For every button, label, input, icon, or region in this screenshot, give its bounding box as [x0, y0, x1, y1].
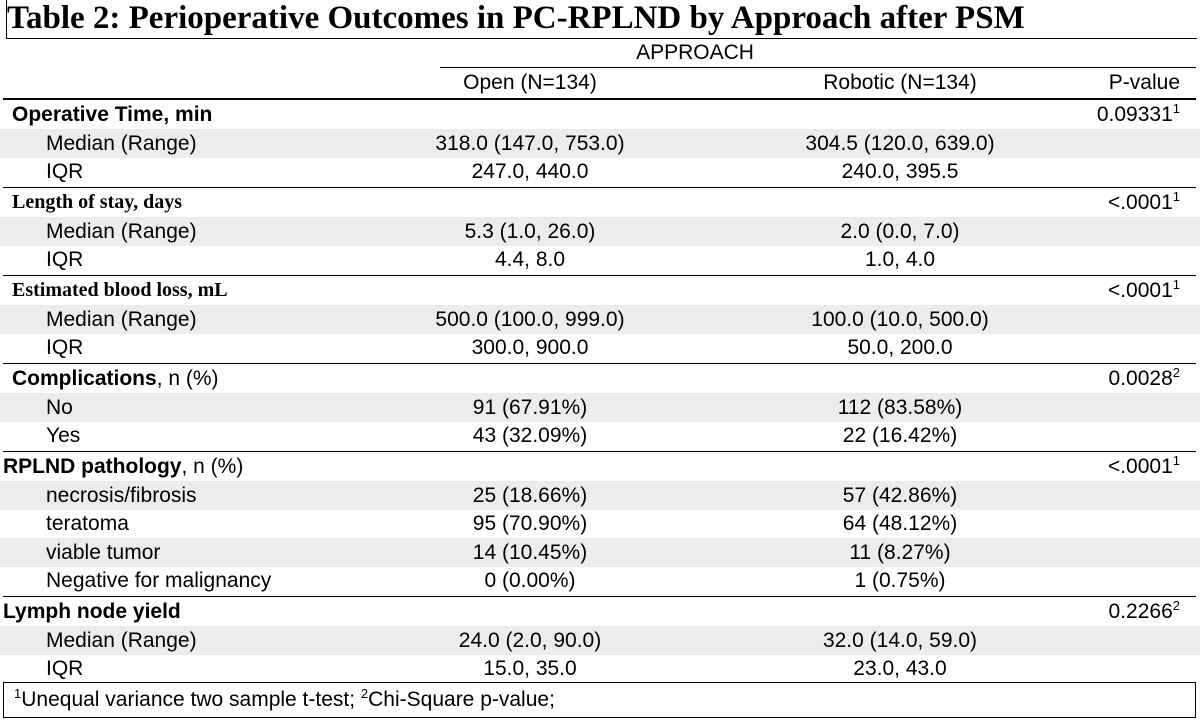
robotic-value: 112 (83.58%): [837, 396, 963, 419]
section-title: RPLND pathology, n (%): [3, 455, 244, 478]
row-label: necrosis/fibrosis: [46, 484, 197, 507]
approach-header: APPROACH: [636, 41, 754, 64]
table-row: teratoma 95 (70.90%) 64 (48.12%): [0, 509, 1200, 538]
section-header-lymph-node-yield: Lymph node yield 0.22662: [0, 597, 1200, 626]
open-value: 43 (32.09%): [472, 424, 588, 447]
table-footnote: 1Unequal variance two sample t-test; 2Ch…: [3, 682, 1196, 718]
p-value: <.00011: [1107, 189, 1180, 214]
row-label: Median (Range): [46, 220, 197, 243]
row-label: viable tumor: [46, 541, 161, 564]
section-title: Operative Time, min: [12, 103, 213, 126]
robotic-value: 64 (48.12%): [842, 512, 958, 535]
row-label: IQR: [46, 248, 84, 271]
table-row: Negative for malignancy 0 (0.00%) 1 (0.7…: [0, 566, 1200, 595]
open-value: 0 (0.00%): [484, 569, 576, 592]
row-label: No: [46, 396, 73, 419]
p-value: 0.00282: [1108, 365, 1180, 390]
row-label: IQR: [46, 160, 84, 183]
row-label: teratoma: [46, 512, 129, 535]
table-row: No 91 (67.91%) 112 (83.58%): [0, 393, 1200, 422]
robotic-value: 23.0, 43.0: [853, 657, 947, 680]
section-rule: [3, 187, 1196, 188]
section-rule: [3, 596, 1196, 597]
section-rule: [3, 275, 1196, 276]
table-row: Median (Range) 24.0 (2.0, 90.0) 32.0 (14…: [0, 626, 1200, 655]
table-row: IQR 300.0, 900.0 50.0, 200.0: [0, 333, 1200, 362]
table-row: necrosis/fibrosis 25 (18.66%) 57 (42.86%…: [0, 481, 1200, 510]
table-row: Median (Range) 5.3 (1.0, 26.0) 2.0 (0.0,…: [0, 217, 1200, 246]
row-label: Median (Range): [46, 308, 197, 331]
header-rule: [3, 98, 1196, 100]
approach-rule: [440, 67, 1196, 68]
robotic-value: 2.0 (0.0, 7.0): [840, 220, 960, 243]
section-title: Estimated blood loss, mL: [12, 279, 228, 301]
table-row: Yes 43 (32.09%) 22 (16.42%): [0, 421, 1200, 450]
section-header-complications: Complications, n (%) 0.00282: [0, 364, 1200, 393]
p-value: 0.22662: [1108, 598, 1180, 623]
open-value: 5.3 (1.0, 26.0): [464, 220, 596, 243]
p-value: 0.093311: [1096, 101, 1180, 126]
row-label: Median (Range): [46, 132, 197, 155]
section-title: Length of stay, days: [12, 191, 183, 213]
section-header-pathology: RPLND pathology, n (%) <.00011: [0, 452, 1200, 481]
open-value: 247.0, 440.0: [471, 160, 589, 183]
section-header-operative-time: Operative Time, min 0.093311: [0, 100, 1200, 129]
section-header-blood-loss: Estimated blood loss, mL <.00011: [0, 276, 1200, 305]
row-label: IQR: [46, 336, 84, 359]
p-value: <.00011: [1107, 277, 1180, 302]
table-title: Table 2: Perioperative Outcomes in PC-RP…: [6, 0, 1197, 39]
robotic-value: 240.0, 395.5: [841, 160, 959, 183]
section-header-length-of-stay: Length of stay, days <.00011: [0, 188, 1200, 217]
robotic-value: 11 (8.27%): [849, 541, 951, 564]
robotic-value: 57 (42.86%): [842, 484, 958, 507]
open-value: 95 (70.90%): [472, 512, 588, 535]
table-row: Median (Range) 318.0 (147.0, 753.0) 304.…: [0, 129, 1200, 158]
open-value: 318.0 (147.0, 753.0): [435, 132, 625, 155]
row-label: Negative for malignancy: [46, 569, 272, 592]
robotic-value: 32.0 (14.0, 59.0): [822, 629, 978, 652]
table-row: IQR 4.4, 8.0 1.0, 4.0: [0, 245, 1200, 274]
robotic-value: 22 (16.42%): [842, 424, 958, 447]
robotic-value: 100.0 (10.0, 500.0): [811, 308, 989, 331]
section-rule: [3, 451, 1196, 452]
robotic-value: 1 (0.75%): [854, 569, 946, 592]
open-value: 24.0 (2.0, 90.0): [458, 629, 602, 652]
open-value: 4.4, 8.0: [494, 248, 566, 271]
open-value: 91 (67.91%): [472, 396, 588, 419]
open-value: 15.0, 35.0: [483, 657, 577, 680]
table-row: Median (Range) 500.0 (100.0, 999.0) 100.…: [0, 305, 1200, 334]
table-row: IQR 15.0, 35.0 23.0, 43.0: [0, 654, 1200, 683]
column-header-robotic: Robotic (N=134): [823, 71, 977, 94]
robotic-value: 50.0, 200.0: [847, 336, 953, 359]
column-header-pvalue: P-value: [1108, 71, 1180, 94]
section-title: Lymph node yield: [3, 600, 181, 623]
row-label: Median (Range): [46, 629, 197, 652]
section-rule: [3, 363, 1196, 364]
column-header-open: Open (N=134): [463, 71, 597, 94]
table-row: IQR 247.0, 440.0 240.0, 395.5: [0, 157, 1200, 186]
robotic-value: 304.5 (120.0, 639.0): [805, 132, 995, 155]
open-value: 14 (10.45%): [472, 541, 588, 564]
row-label: IQR: [46, 657, 84, 680]
robotic-value: 1.0, 4.0: [864, 248, 936, 271]
row-label: Yes: [46, 424, 81, 447]
open-value: 500.0 (100.0, 999.0): [435, 308, 625, 331]
open-value: 300.0, 900.0: [471, 336, 589, 359]
section-title: Complications, n (%): [12, 367, 219, 390]
table-row: viable tumor 14 (10.45%) 11 (8.27%): [0, 538, 1200, 567]
open-value: 25 (18.66%): [472, 484, 588, 507]
p-value: <.00011: [1107, 453, 1180, 478]
